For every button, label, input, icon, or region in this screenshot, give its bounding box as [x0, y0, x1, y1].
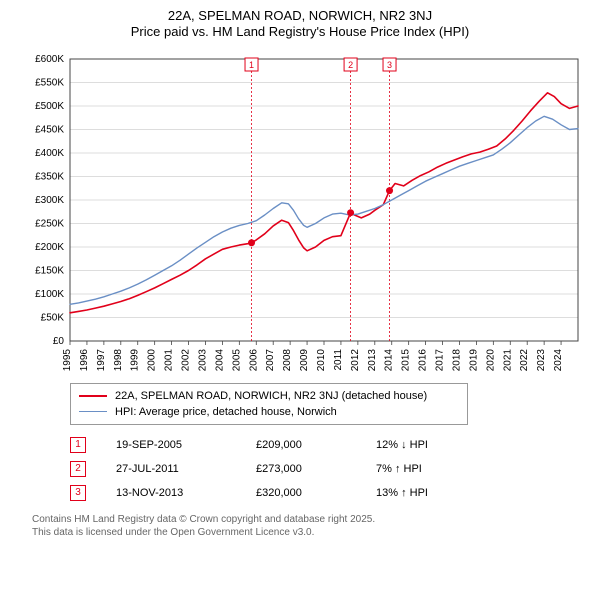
svg-text:2015: 2015	[401, 348, 412, 371]
svg-text:2013: 2013	[367, 348, 378, 371]
sale-date: 13-NOV-2013	[116, 487, 256, 499]
sale-date: 27-JUL-2011	[116, 463, 256, 475]
svg-text:1997: 1997	[96, 348, 107, 371]
svg-text:£350K: £350K	[35, 171, 64, 182]
sale-price: £320,000	[256, 487, 376, 499]
svg-text:2023: 2023	[536, 348, 547, 371]
legend-box: 22A, SPELMAN ROAD, NORWICH, NR2 3NJ (det…	[70, 383, 468, 425]
svg-text:2005: 2005	[231, 348, 242, 371]
sales-table: 1 19-SEP-2005£209,00012% ↓ HPI 2 27-JUL-201…	[70, 433, 588, 505]
svg-text:£0: £0	[53, 336, 65, 347]
svg-text:2017: 2017	[435, 348, 446, 371]
footnote: Contains HM Land Registry data © Crown c…	[32, 513, 588, 539]
svg-text:£400K: £400K	[35, 148, 64, 159]
line-chart-svg: £0 £50K £100K £150K £200K £250K £300K £350K £400…	[12, 45, 588, 375]
sale-index-badge: 1	[70, 437, 86, 453]
svg-text:2007: 2007	[265, 348, 276, 371]
sale-delta: 7% ↑ HPI	[376, 463, 496, 475]
svg-text:£100K: £100K	[35, 289, 64, 300]
sale-price: £273,000	[256, 463, 376, 475]
footnote-line1: Contains HM Land Registry data © Crown c…	[32, 513, 588, 526]
svg-text:2020: 2020	[485, 348, 496, 371]
svg-text:2016: 2016	[418, 348, 429, 371]
svg-text:£150K: £150K	[35, 265, 64, 276]
svg-text:2008: 2008	[282, 348, 293, 371]
svg-text:2006: 2006	[248, 348, 259, 371]
chart-plot-area: £0 £50K £100K £150K £200K £250K £300K £350K £400…	[12, 45, 588, 375]
legend-swatch	[79, 395, 107, 397]
svg-text:£600K: £600K	[35, 54, 64, 65]
svg-text:2: 2	[348, 60, 353, 70]
svg-text:£200K: £200K	[35, 242, 64, 253]
svg-text:2000: 2000	[147, 348, 158, 371]
svg-text:2003: 2003	[197, 348, 208, 371]
svg-text:2022: 2022	[519, 348, 530, 371]
legend-label: HPI: Average price, detached house, Norw…	[115, 406, 337, 418]
legend-row: 22A, SPELMAN ROAD, NORWICH, NR2 3NJ (det…	[79, 388, 459, 404]
svg-text:£450K: £450K	[35, 124, 64, 135]
sale-delta: 12% ↓ HPI	[376, 439, 496, 451]
svg-text:£300K: £300K	[35, 195, 64, 206]
legend-swatch	[79, 411, 107, 412]
svg-text:1: 1	[249, 60, 254, 70]
svg-text:2024: 2024	[553, 348, 564, 371]
svg-text:2019: 2019	[468, 348, 479, 371]
svg-text:2001: 2001	[164, 348, 175, 371]
svg-text:2014: 2014	[384, 348, 395, 371]
chart-container: 22A, SPELMAN ROAD, NORWICH, NR2 3NJ Pric…	[0, 0, 600, 547]
footnote-line2: This data is licensed under the Open Gov…	[32, 526, 588, 539]
sales-row: 2 27-JUL-2011£273,0007% ↑ HPI	[70, 457, 588, 481]
sales-row: 3 13-NOV-2013£320,00013% ↑ HPI	[70, 481, 588, 505]
svg-text:2002: 2002	[181, 348, 192, 371]
sale-delta: 13% ↑ HPI	[376, 487, 496, 499]
svg-text:2021: 2021	[502, 348, 513, 371]
sale-index-badge: 2	[70, 461, 86, 477]
legend-label: 22A, SPELMAN ROAD, NORWICH, NR2 3NJ (det…	[115, 390, 427, 402]
title-line1: 22A, SPELMAN ROAD, NORWICH, NR2 3NJ	[12, 8, 588, 24]
svg-text:2011: 2011	[333, 348, 344, 370]
svg-text:1999: 1999	[130, 348, 141, 371]
svg-text:1996: 1996	[79, 348, 90, 371]
svg-text:2004: 2004	[214, 348, 225, 371]
svg-text:1998: 1998	[113, 348, 124, 371]
svg-text:£50K: £50K	[41, 312, 65, 323]
sales-row: 1 19-SEP-2005£209,00012% ↓ HPI	[70, 433, 588, 457]
svg-text:2012: 2012	[350, 348, 361, 371]
title-line2: Price paid vs. HM Land Registry's House …	[12, 24, 588, 40]
svg-text:£250K: £250K	[35, 218, 64, 229]
svg-text:2018: 2018	[451, 348, 462, 371]
svg-text:1995: 1995	[62, 348, 73, 371]
svg-text:£500K: £500K	[35, 101, 64, 112]
sale-price: £209,000	[256, 439, 376, 451]
svg-text:2009: 2009	[299, 348, 310, 371]
sale-date: 19-SEP-2005	[116, 439, 256, 451]
legend-row: HPI: Average price, detached house, Norw…	[79, 404, 459, 420]
svg-text:2010: 2010	[316, 348, 327, 371]
svg-text:£550K: £550K	[35, 77, 64, 88]
svg-text:3: 3	[387, 60, 392, 70]
chart-titles: 22A, SPELMAN ROAD, NORWICH, NR2 3NJ Pric…	[12, 8, 588, 41]
sale-index-badge: 3	[70, 485, 86, 501]
